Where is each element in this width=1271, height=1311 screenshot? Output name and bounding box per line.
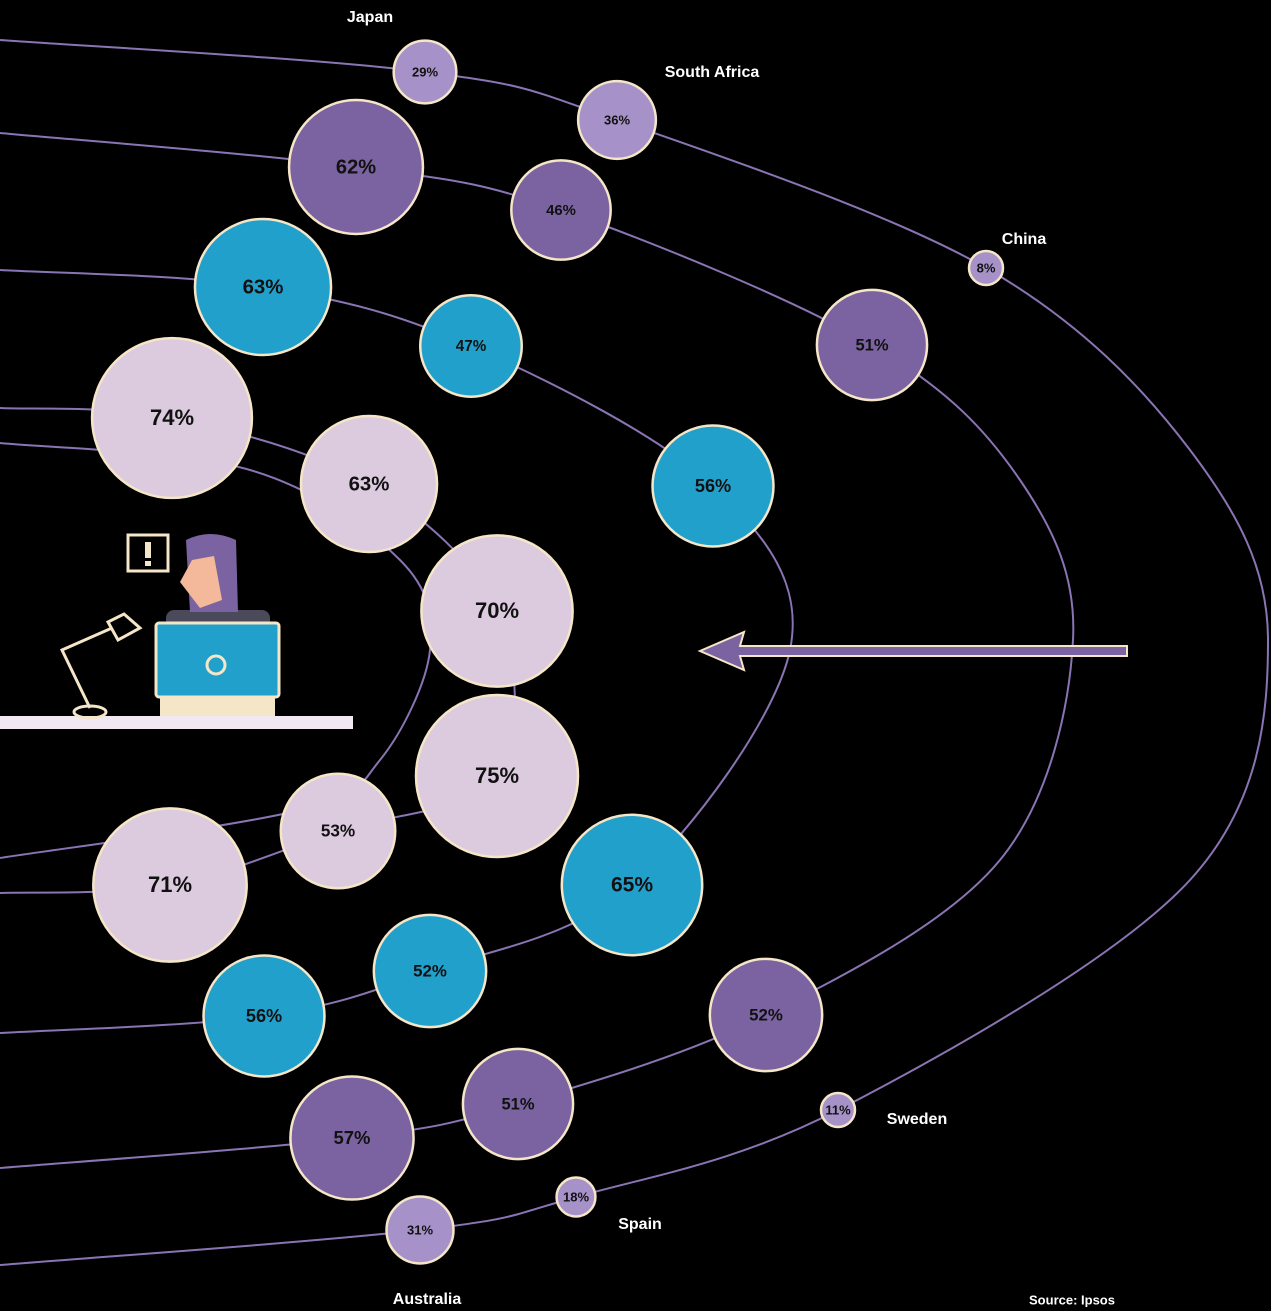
value-label: 71% bbox=[148, 872, 192, 897]
bubble bbox=[510, 159, 612, 261]
bubble bbox=[414, 693, 580, 859]
value-label: 63% bbox=[243, 276, 284, 298]
value-label: 70% bbox=[475, 598, 519, 623]
bubble bbox=[193, 217, 333, 357]
keyboard bbox=[160, 698, 275, 716]
value-label: 56% bbox=[246, 1006, 282, 1026]
value-label: 53% bbox=[321, 821, 355, 841]
bubble bbox=[372, 913, 488, 1029]
laptop bbox=[154, 621, 281, 699]
bubble bbox=[287, 98, 425, 236]
country-label: China bbox=[1002, 231, 1047, 248]
value-label: 51% bbox=[501, 1094, 534, 1113]
bubble bbox=[279, 772, 397, 890]
lamp-base bbox=[72, 704, 108, 720]
value-label: 29% bbox=[412, 64, 438, 79]
value-label: 51% bbox=[855, 335, 888, 354]
alert-mark bbox=[145, 542, 151, 558]
face bbox=[180, 556, 222, 608]
bubble bbox=[385, 1195, 455, 1265]
value-label: 47% bbox=[456, 338, 487, 355]
bubble bbox=[92, 807, 248, 963]
value-label: 75% bbox=[475, 763, 519, 788]
source: Source: Ipsos bbox=[1029, 1292, 1115, 1307]
value-label: 65% bbox=[611, 874, 653, 897]
value-label: 46% bbox=[546, 203, 576, 219]
bubble bbox=[576, 79, 658, 161]
country-label: South Africa bbox=[665, 64, 760, 81]
value-label: 56% bbox=[695, 476, 731, 496]
bubble bbox=[299, 414, 439, 554]
orbit bbox=[0, 39, 1270, 1266]
value-label: 63% bbox=[349, 473, 390, 495]
value-label: 57% bbox=[334, 1127, 371, 1148]
alert-dot bbox=[145, 561, 151, 566]
desk bbox=[0, 716, 353, 729]
value-label: 18% bbox=[563, 1189, 589, 1204]
bubble bbox=[967, 249, 1005, 287]
bubble bbox=[560, 813, 704, 957]
value-label: 52% bbox=[749, 1005, 783, 1024]
bubbles: 29% Japan 36% South Africa 8% China 11% Sweden 1… bbox=[90, 9, 1047, 1308]
bubble bbox=[90, 336, 254, 500]
laptop-logo bbox=[205, 654, 227, 676]
value-label: 74% bbox=[150, 405, 194, 430]
value-label: 52% bbox=[413, 961, 447, 980]
value-label: 8% bbox=[977, 260, 996, 275]
lamp-arm bbox=[59, 626, 113, 709]
bubble bbox=[651, 424, 775, 548]
value-label: 36% bbox=[604, 112, 630, 127]
country-label: Australia bbox=[393, 1291, 462, 1308]
bubble bbox=[461, 1047, 575, 1161]
lamp-head bbox=[105, 612, 143, 643]
orbit bbox=[0, 132, 1075, 1169]
value-label: 31% bbox=[407, 1222, 433, 1237]
value-label: 11% bbox=[825, 1102, 851, 1117]
bubble bbox=[420, 534, 574, 688]
country-label: Spain bbox=[618, 1216, 662, 1233]
country-label: Sweden bbox=[887, 1111, 947, 1128]
bubble bbox=[815, 288, 929, 402]
bubble bbox=[708, 957, 824, 1073]
bubble bbox=[289, 1075, 415, 1201]
bubble bbox=[819, 1091, 857, 1129]
bubble bbox=[202, 954, 326, 1078]
illustration bbox=[0, 533, 353, 729]
bubble bbox=[555, 1176, 597, 1218]
arrow bbox=[697, 630, 1128, 672]
bubble bbox=[418, 293, 524, 399]
value-label: 62% bbox=[336, 156, 376, 178]
country-label: Japan bbox=[347, 9, 393, 26]
bubble bbox=[392, 39, 458, 105]
